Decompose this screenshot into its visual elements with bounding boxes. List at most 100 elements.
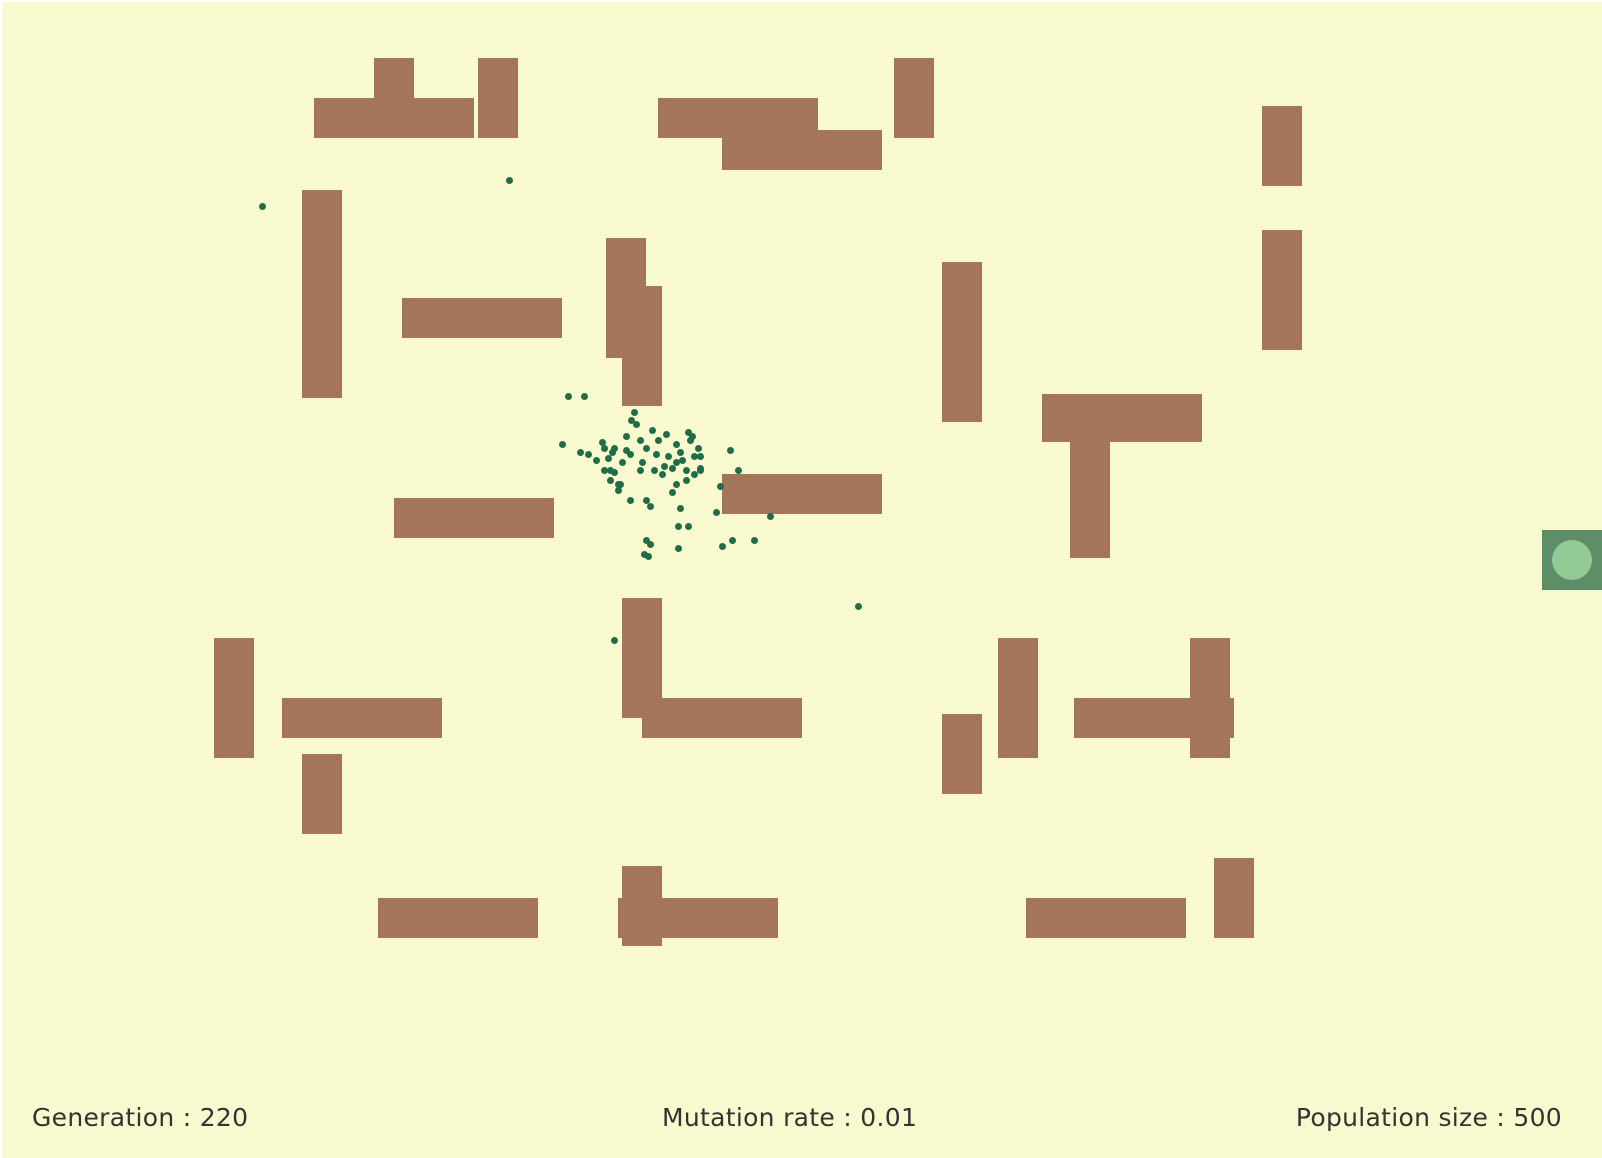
population-dot — [642, 536, 650, 544]
population-dot — [600, 444, 608, 452]
population-dot — [668, 464, 676, 472]
population-dot — [654, 436, 662, 444]
population-dot — [718, 542, 726, 550]
population-dot — [652, 450, 660, 458]
population-dot — [258, 202, 266, 210]
obstacle-wall — [894, 58, 934, 138]
population-dot — [580, 392, 588, 400]
population-dot — [672, 458, 680, 466]
population-dot — [600, 466, 608, 474]
population-dot — [854, 602, 862, 610]
population-dot — [614, 480, 622, 488]
population-dot — [614, 486, 622, 494]
population-dot — [676, 504, 684, 512]
population-dot — [558, 440, 566, 448]
goal-target — [1542, 530, 1602, 590]
population-dot — [627, 416, 635, 424]
mutation-label: Mutation rate : — [662, 1103, 853, 1132]
obstacle-wall — [374, 58, 414, 108]
population-dot — [682, 476, 690, 484]
population-dot — [592, 456, 600, 464]
obstacle-wall — [1262, 230, 1302, 350]
population-dot — [674, 544, 682, 552]
obstacle-wall — [478, 58, 518, 138]
obstacle-wall — [1070, 442, 1110, 558]
obstacle-wall — [1026, 898, 1186, 938]
population-dot — [716, 482, 724, 490]
population-dot — [584, 450, 592, 458]
generation-counter: Generation : 220 — [32, 1103, 248, 1132]
population-dot — [604, 454, 612, 462]
population-dot — [750, 536, 758, 544]
population-dot — [690, 470, 698, 478]
population-dot — [682, 466, 690, 474]
obstacle-wall — [998, 638, 1038, 758]
obstacle-wall — [1262, 106, 1302, 186]
population-dot — [636, 436, 644, 444]
obstacle-wall — [722, 130, 882, 170]
population-dot — [644, 552, 652, 560]
obstacle-wall — [302, 754, 342, 834]
mutation-value: 0.01 — [860, 1103, 918, 1132]
generation-value: 220 — [199, 1103, 249, 1132]
obstacle-wall — [942, 262, 982, 422]
population-dot — [610, 636, 618, 644]
population-dot — [576, 448, 584, 456]
obstacle-wall — [942, 714, 982, 794]
population-dot — [646, 502, 654, 510]
obstacle-wall — [1214, 858, 1254, 938]
population-dot — [638, 458, 646, 466]
obstacle-wall — [642, 698, 802, 738]
goal-circle-icon — [1552, 540, 1592, 580]
obstacle-wall — [214, 638, 254, 758]
mutation-rate-display: Mutation rate : 0.01 — [662, 1103, 917, 1132]
population-dot — [664, 452, 672, 460]
population-dot — [606, 476, 614, 484]
population-dot — [598, 438, 606, 446]
population-value: 500 — [1513, 1103, 1562, 1132]
population-dot — [688, 432, 696, 440]
population-dot — [636, 466, 644, 474]
population-dot — [678, 456, 686, 464]
generation-label: Generation : — [32, 1103, 192, 1132]
obstacle-wall — [622, 866, 662, 946]
population-size-display: Population size : 500 — [1296, 1103, 1562, 1132]
obstacle-wall — [378, 898, 538, 938]
population-dot — [630, 408, 638, 416]
population-dot — [606, 466, 614, 474]
population-dot — [564, 392, 572, 400]
population-dot — [650, 466, 658, 474]
population-dot — [672, 440, 680, 448]
population-dot — [608, 448, 616, 456]
population-dot — [648, 426, 656, 434]
population-dot — [668, 488, 676, 496]
obstacle-wall — [302, 190, 342, 398]
population-dot — [674, 522, 682, 530]
population-dot — [696, 466, 704, 474]
population-dot — [690, 452, 698, 460]
population-dot — [728, 536, 736, 544]
obstacle-wall — [722, 474, 882, 514]
population-dot — [626, 450, 634, 458]
population-dot — [696, 452, 704, 460]
population-dot — [694, 444, 702, 452]
obstacle-wall — [622, 286, 662, 406]
population-dot — [622, 446, 630, 454]
obstacle-wall — [402, 298, 562, 338]
population-label: Population size : — [1295, 1103, 1506, 1132]
population-dot — [640, 550, 648, 558]
population-dot — [660, 462, 668, 470]
population-dot — [646, 540, 654, 548]
obstacle-wall — [1042, 394, 1202, 442]
population-dot — [672, 480, 680, 488]
population-dot — [618, 458, 626, 466]
population-dot — [734, 466, 742, 474]
population-dot — [684, 522, 692, 530]
population-dot — [505, 176, 513, 184]
population-dot — [642, 444, 650, 452]
obstacle-wall — [282, 698, 442, 738]
population-dot — [684, 428, 692, 436]
population-dot — [626, 496, 634, 504]
population-dot — [766, 512, 774, 520]
